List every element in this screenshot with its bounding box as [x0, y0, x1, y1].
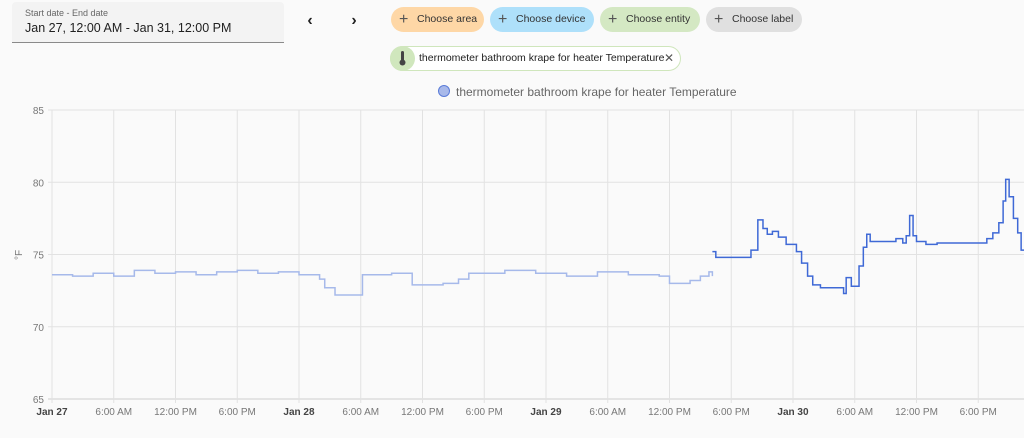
- series-line-0: [52, 269, 714, 296]
- x-tick-label: 12:00 PM: [895, 407, 938, 418]
- choose-entity-button[interactable]: + Choose entity: [600, 7, 700, 32]
- choose-label-button[interactable]: + Choose label: [706, 7, 802, 32]
- y-tick-label: 65: [33, 395, 45, 406]
- chip-label: Choose entity: [626, 13, 691, 25]
- x-tick-label: 6:00 PM: [219, 407, 256, 418]
- x-tick-label: 6:00 AM: [836, 407, 873, 418]
- plus-icon: +: [498, 11, 508, 28]
- legend-label: thermometer bathroom krape for heater Te…: [456, 85, 737, 99]
- legend-dot: [438, 85, 450, 97]
- y-axis-label: °F: [14, 250, 25, 260]
- x-tick-label: 6:00 PM: [466, 407, 503, 418]
- date-range-value: Jan 27, 12:00 AM - Jan 31, 12:00 PM: [25, 21, 232, 35]
- x-tick-label: 12:00 PM: [401, 407, 444, 418]
- chip-label: Choose area: [417, 13, 478, 25]
- x-tick-label: Jan 28: [283, 407, 315, 418]
- x-tick-label: Jan 30: [777, 407, 809, 418]
- selected-entity-chip[interactable]: thermometer bathroom krape for heater Te…: [390, 46, 681, 71]
- y-tick-label: 75: [33, 251, 45, 262]
- plus-icon: +: [714, 11, 724, 28]
- x-tick-label: 6:00 AM: [95, 407, 132, 418]
- x-tick-label: 6:00 AM: [589, 407, 626, 418]
- plus-icon: +: [608, 11, 618, 28]
- choose-area-button[interactable]: + Choose area: [391, 7, 484, 32]
- x-tick-label: 6:00 PM: [713, 407, 750, 418]
- chip-label: Choose label: [732, 13, 794, 25]
- date-range-label: Start date - End date: [25, 8, 109, 18]
- x-tick-label: 6:00 PM: [960, 407, 997, 418]
- series-line-1: [712, 178, 1024, 295]
- x-tick-label: 12:00 PM: [154, 407, 197, 418]
- y-tick-label: 80: [33, 178, 45, 189]
- x-tick-label: 6:00 AM: [342, 407, 379, 418]
- entity-chip-label: thermometer bathroom krape for heater Te…: [419, 52, 665, 64]
- y-tick-label: 85: [33, 106, 45, 117]
- chevron-right-icon[interactable]: ›: [351, 12, 357, 29]
- y-tick-label: 70: [33, 323, 45, 334]
- chevron-left-icon[interactable]: ‹: [307, 12, 313, 29]
- thermometer-icon: [390, 46, 415, 71]
- legend-item[interactable]: thermometer bathroom krape for heater Te…: [438, 84, 737, 100]
- x-tick-label: Jan 27: [36, 407, 68, 418]
- choose-device-button[interactable]: + Choose device: [490, 7, 594, 32]
- plus-icon: +: [399, 11, 409, 28]
- chip-label: Choose device: [516, 13, 586, 25]
- date-range-picker[interactable]: Start date - End date Jan 27, 12:00 AM -…: [12, 2, 284, 43]
- x-tick-label: 12:00 PM: [648, 407, 691, 418]
- close-icon[interactable]: ✕: [663, 51, 674, 65]
- x-tick-label: Jan 29: [530, 407, 562, 418]
